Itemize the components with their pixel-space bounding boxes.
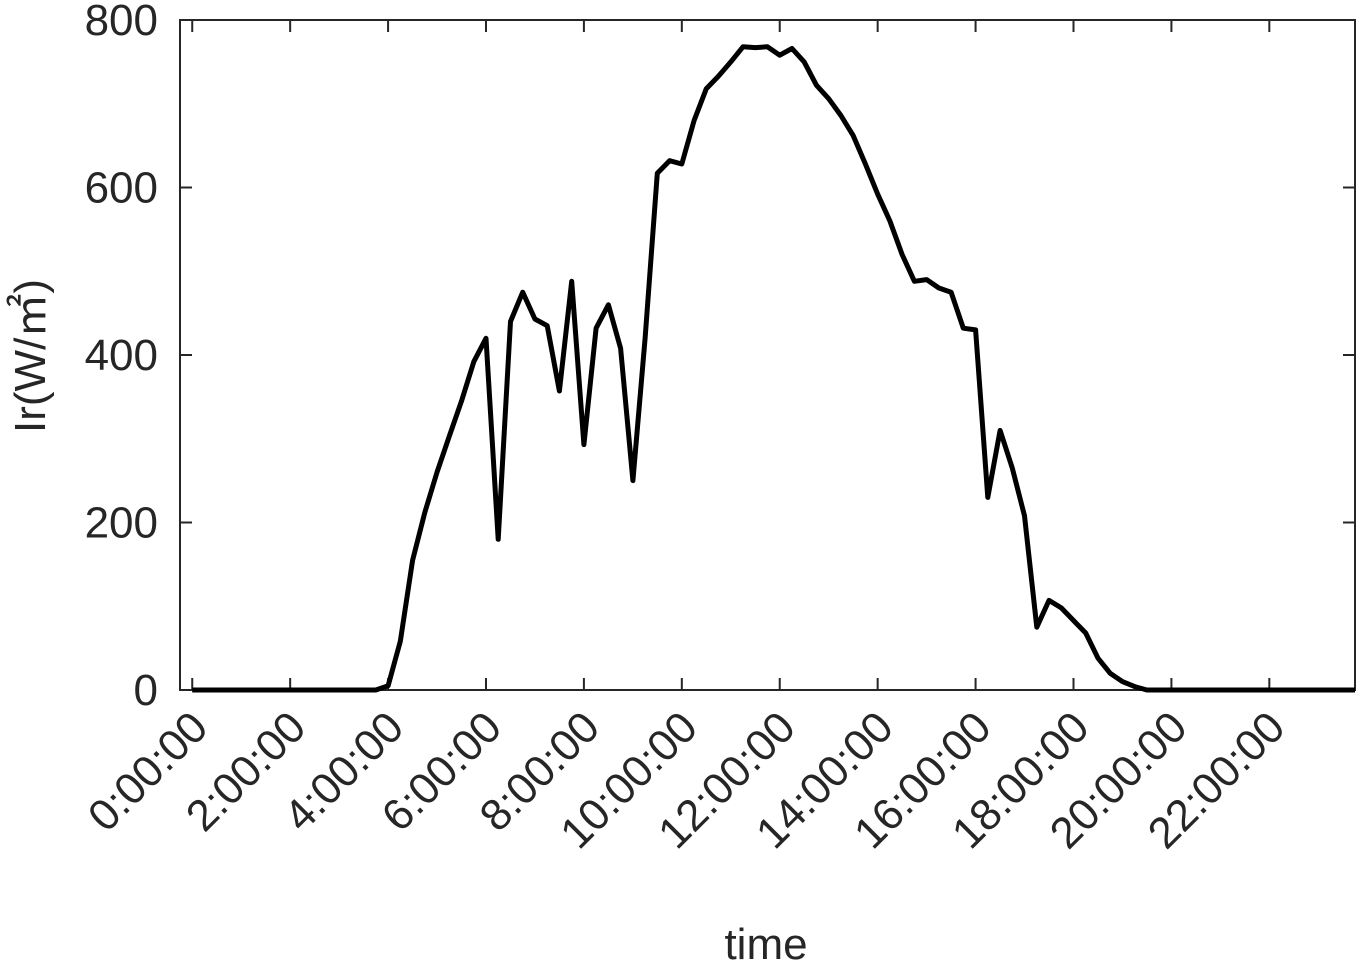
x-axis-label: time xyxy=(724,920,807,969)
plot-border xyxy=(179,19,1356,691)
y-tick-label: 600 xyxy=(85,164,158,213)
y-tick-label: 0 xyxy=(134,666,158,715)
y-tick-label: 400 xyxy=(85,331,158,380)
y-tick-label: 200 xyxy=(85,499,158,548)
y-axis: 0 200 400 600 800 xyxy=(85,0,1355,715)
irradiance-line xyxy=(192,44,1355,693)
y-tick-label: 800 xyxy=(85,0,158,45)
y-axis-label: Ir(W/㎡) xyxy=(6,279,55,433)
plot-frame xyxy=(179,19,1356,691)
